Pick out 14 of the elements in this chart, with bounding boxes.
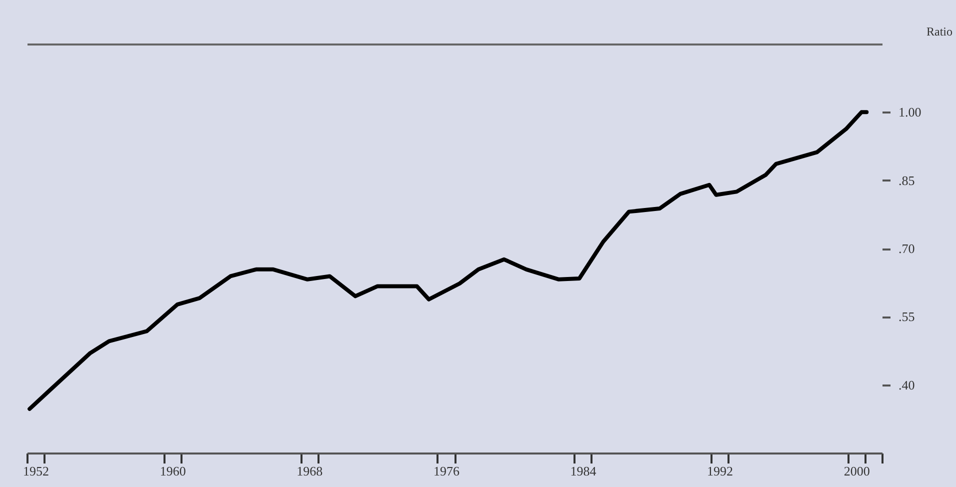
y-tick-label: .55 [898,309,915,324]
x-tick-label: 1952 [23,464,50,478]
x-tick-label: 1976 [433,464,460,478]
y-axis-title: Ratio [926,24,952,38]
y-tick-label: 1.00 [898,104,922,120]
x-tick-label: 1960 [160,464,186,478]
line-series [28,110,869,411]
x-tick-label: 1968 [296,464,323,478]
x-tick-label: 1992 [707,464,734,478]
y-tick-label: .70 [898,241,915,256]
y-tick-label: .85 [898,172,915,188]
x-tick-label: 1984 [570,464,597,478]
x-tick-label: 2000 [844,464,870,478]
y-tick-label: .40 [898,377,915,392]
